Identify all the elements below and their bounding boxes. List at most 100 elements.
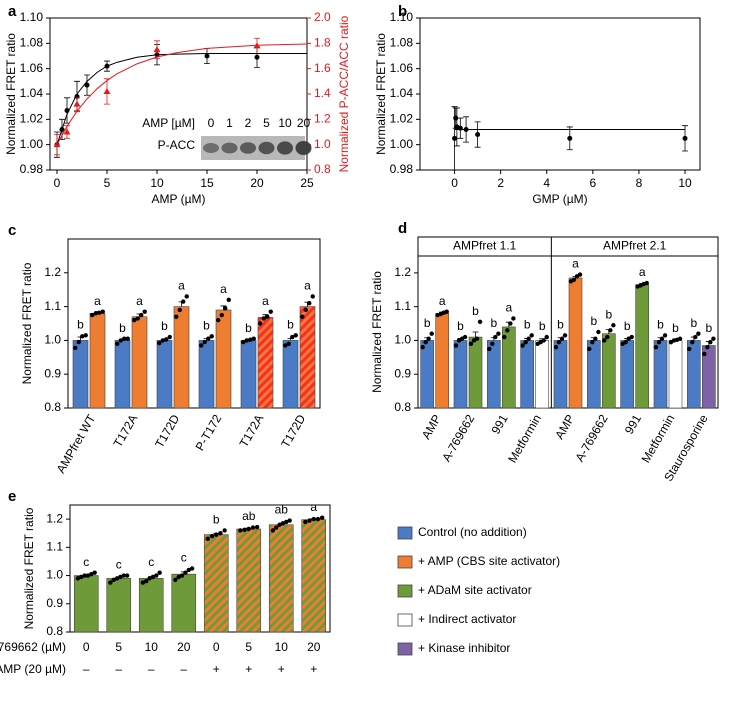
marker	[475, 132, 481, 138]
y-tick-label: 1.00	[390, 137, 414, 151]
data-point	[258, 321, 263, 326]
marker	[84, 82, 90, 88]
y-tick-label: 1.04	[390, 86, 414, 100]
data-point	[541, 338, 546, 343]
significance-letter: b	[287, 318, 294, 332]
y-tick-label: 1.10	[20, 10, 44, 24]
data-point	[315, 516, 321, 522]
x-tick-label: 0	[54, 176, 61, 190]
data-point	[199, 343, 204, 348]
bar	[171, 573, 197, 633]
bar	[114, 340, 131, 409]
y-tick-label: 1.0	[44, 333, 61, 347]
inset-lane: 20	[297, 116, 311, 130]
marker	[254, 54, 260, 60]
marker	[682, 135, 688, 141]
data-point	[277, 522, 282, 527]
y-tick-label: 1.04	[20, 86, 44, 100]
data-point	[124, 573, 130, 578]
data-point	[90, 312, 95, 318]
x-tick-label: A-769662	[439, 412, 477, 464]
data-point	[75, 576, 81, 581]
data-point	[426, 336, 431, 341]
data-point	[468, 341, 474, 347]
data-point	[268, 309, 273, 314]
data-point	[89, 571, 94, 577]
y-tick-label: 0.8	[46, 624, 63, 638]
data-point	[206, 336, 211, 341]
significance-letter: b	[457, 319, 464, 333]
significance-letter: a	[304, 279, 311, 293]
data-point	[474, 336, 480, 341]
row-value: 20	[307, 640, 321, 654]
data-point	[508, 321, 513, 326]
legend-swatch	[397, 555, 413, 569]
x-tick-label: A-769662	[573, 412, 611, 464]
bar	[156, 340, 173, 409]
significance-letter: c	[83, 555, 89, 569]
data-point	[310, 294, 315, 299]
data-point	[223, 306, 228, 311]
blot-band	[295, 141, 312, 155]
data-point	[611, 323, 616, 328]
data-point	[462, 334, 468, 340]
data-point	[202, 339, 207, 345]
x-axis-label: AMP (µM)	[151, 192, 205, 206]
x-tick-label: 10	[150, 176, 164, 190]
inset-lane: 5	[263, 116, 270, 130]
x-tick-label: T172D	[152, 412, 182, 450]
data-point	[125, 336, 130, 341]
y-tick-label: 1.02	[20, 112, 44, 126]
data-point	[593, 336, 598, 341]
data-point	[184, 294, 189, 299]
data-point	[270, 528, 276, 533]
y-tick-label: 1.08	[20, 36, 44, 50]
significance-letter: b	[77, 318, 84, 332]
x-tick-label: 0	[451, 176, 458, 190]
blot-band	[277, 141, 293, 155]
y-tick-label: 0.98	[20, 162, 44, 176]
data-point	[92, 570, 97, 575]
data-point	[164, 337, 169, 342]
significance-letter: a	[136, 294, 143, 308]
y-tick-label: 1.8	[314, 36, 331, 50]
data-point	[183, 570, 188, 575]
data-point	[696, 331, 701, 336]
x-tick-label: AMP	[419, 412, 444, 442]
significance-letter: a	[94, 294, 101, 308]
row-value: +	[245, 662, 252, 676]
significance-letter: c	[148, 555, 154, 569]
marker	[567, 135, 573, 141]
y-tick-label: 1.2	[394, 265, 411, 279]
data-point	[284, 519, 289, 525]
inset-lane: 10	[278, 116, 292, 130]
data-point	[429, 331, 434, 336]
data-point	[177, 307, 182, 313]
data-point	[157, 570, 162, 575]
y-tick-label: 0.9	[46, 596, 63, 610]
panel-label: d	[398, 220, 407, 237]
x-tick-label: AMPfret WT	[54, 412, 99, 476]
inset-band: P-ACC	[158, 138, 196, 152]
data-point	[100, 309, 105, 314]
x-tick-label: 20	[250, 176, 264, 190]
legend-swatch	[397, 642, 413, 656]
bar	[301, 519, 327, 633]
y-tick-label: 2.0	[314, 10, 331, 24]
x-tick-label: 991	[622, 412, 644, 437]
significance-letter: b	[203, 319, 210, 333]
axis-label: Normalized FRET ratio	[370, 271, 384, 393]
x-tick-label: 991	[489, 412, 511, 437]
data-point	[139, 312, 144, 318]
legend-swatch	[397, 526, 413, 540]
y-tick-label: 1.2	[46, 511, 63, 525]
marker	[153, 46, 161, 53]
bar	[568, 277, 583, 409]
y-tick-label: 1.2	[314, 112, 331, 126]
significance-letter: b	[657, 318, 664, 332]
significance-letter: b	[119, 321, 126, 335]
legend-label: + AMP (CBS site activator)	[418, 554, 560, 568]
significance-letter: b	[472, 304, 479, 318]
significance-letter: a	[505, 301, 512, 315]
